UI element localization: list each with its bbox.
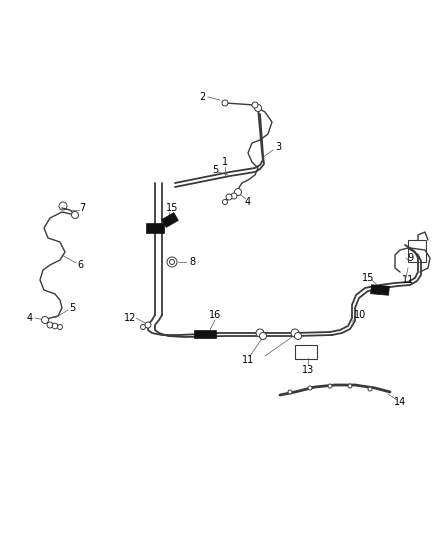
Text: 11: 11 [402,275,414,285]
Bar [295,345,317,359]
Circle shape [167,257,177,267]
Circle shape [254,104,261,111]
Text: 7: 7 [79,203,85,213]
Text: 8: 8 [189,257,195,267]
Circle shape [223,199,227,205]
Circle shape [234,189,241,196]
Bar [146,223,164,233]
Circle shape [47,322,53,328]
Text: 6: 6 [77,260,83,270]
Text: 14: 14 [394,397,406,407]
Text: 9: 9 [407,253,413,263]
Circle shape [328,384,332,388]
Text: 3: 3 [275,142,281,152]
Circle shape [231,193,237,199]
Circle shape [259,333,266,340]
Circle shape [222,100,228,106]
Circle shape [252,102,258,108]
Text: 5: 5 [69,303,75,313]
Text: 2: 2 [199,92,205,102]
Text: 15: 15 [362,273,374,283]
Text: 1: 1 [222,157,228,167]
Circle shape [348,384,352,388]
Circle shape [57,325,63,329]
Text: 15: 15 [166,203,178,213]
Circle shape [288,390,292,394]
Circle shape [170,260,174,264]
Circle shape [59,202,67,210]
Text: 4: 4 [27,313,33,323]
Bar [408,240,426,262]
Circle shape [368,387,372,391]
Circle shape [308,386,312,390]
Bar [194,330,216,338]
Text: 11: 11 [242,355,254,365]
Text: 13: 13 [302,365,314,375]
Circle shape [256,329,264,337]
Circle shape [71,212,78,219]
Text: 4: 4 [245,197,251,207]
Circle shape [291,329,299,337]
Text: 16: 16 [209,310,221,320]
Circle shape [294,333,301,340]
Circle shape [42,317,49,324]
Text: 10: 10 [354,310,366,320]
Bar [371,285,389,295]
Circle shape [145,322,151,328]
Circle shape [52,323,58,329]
Text: 5: 5 [212,165,218,175]
Text: 12: 12 [124,313,136,323]
Circle shape [226,194,232,200]
Bar [162,213,178,228]
Circle shape [141,325,145,329]
